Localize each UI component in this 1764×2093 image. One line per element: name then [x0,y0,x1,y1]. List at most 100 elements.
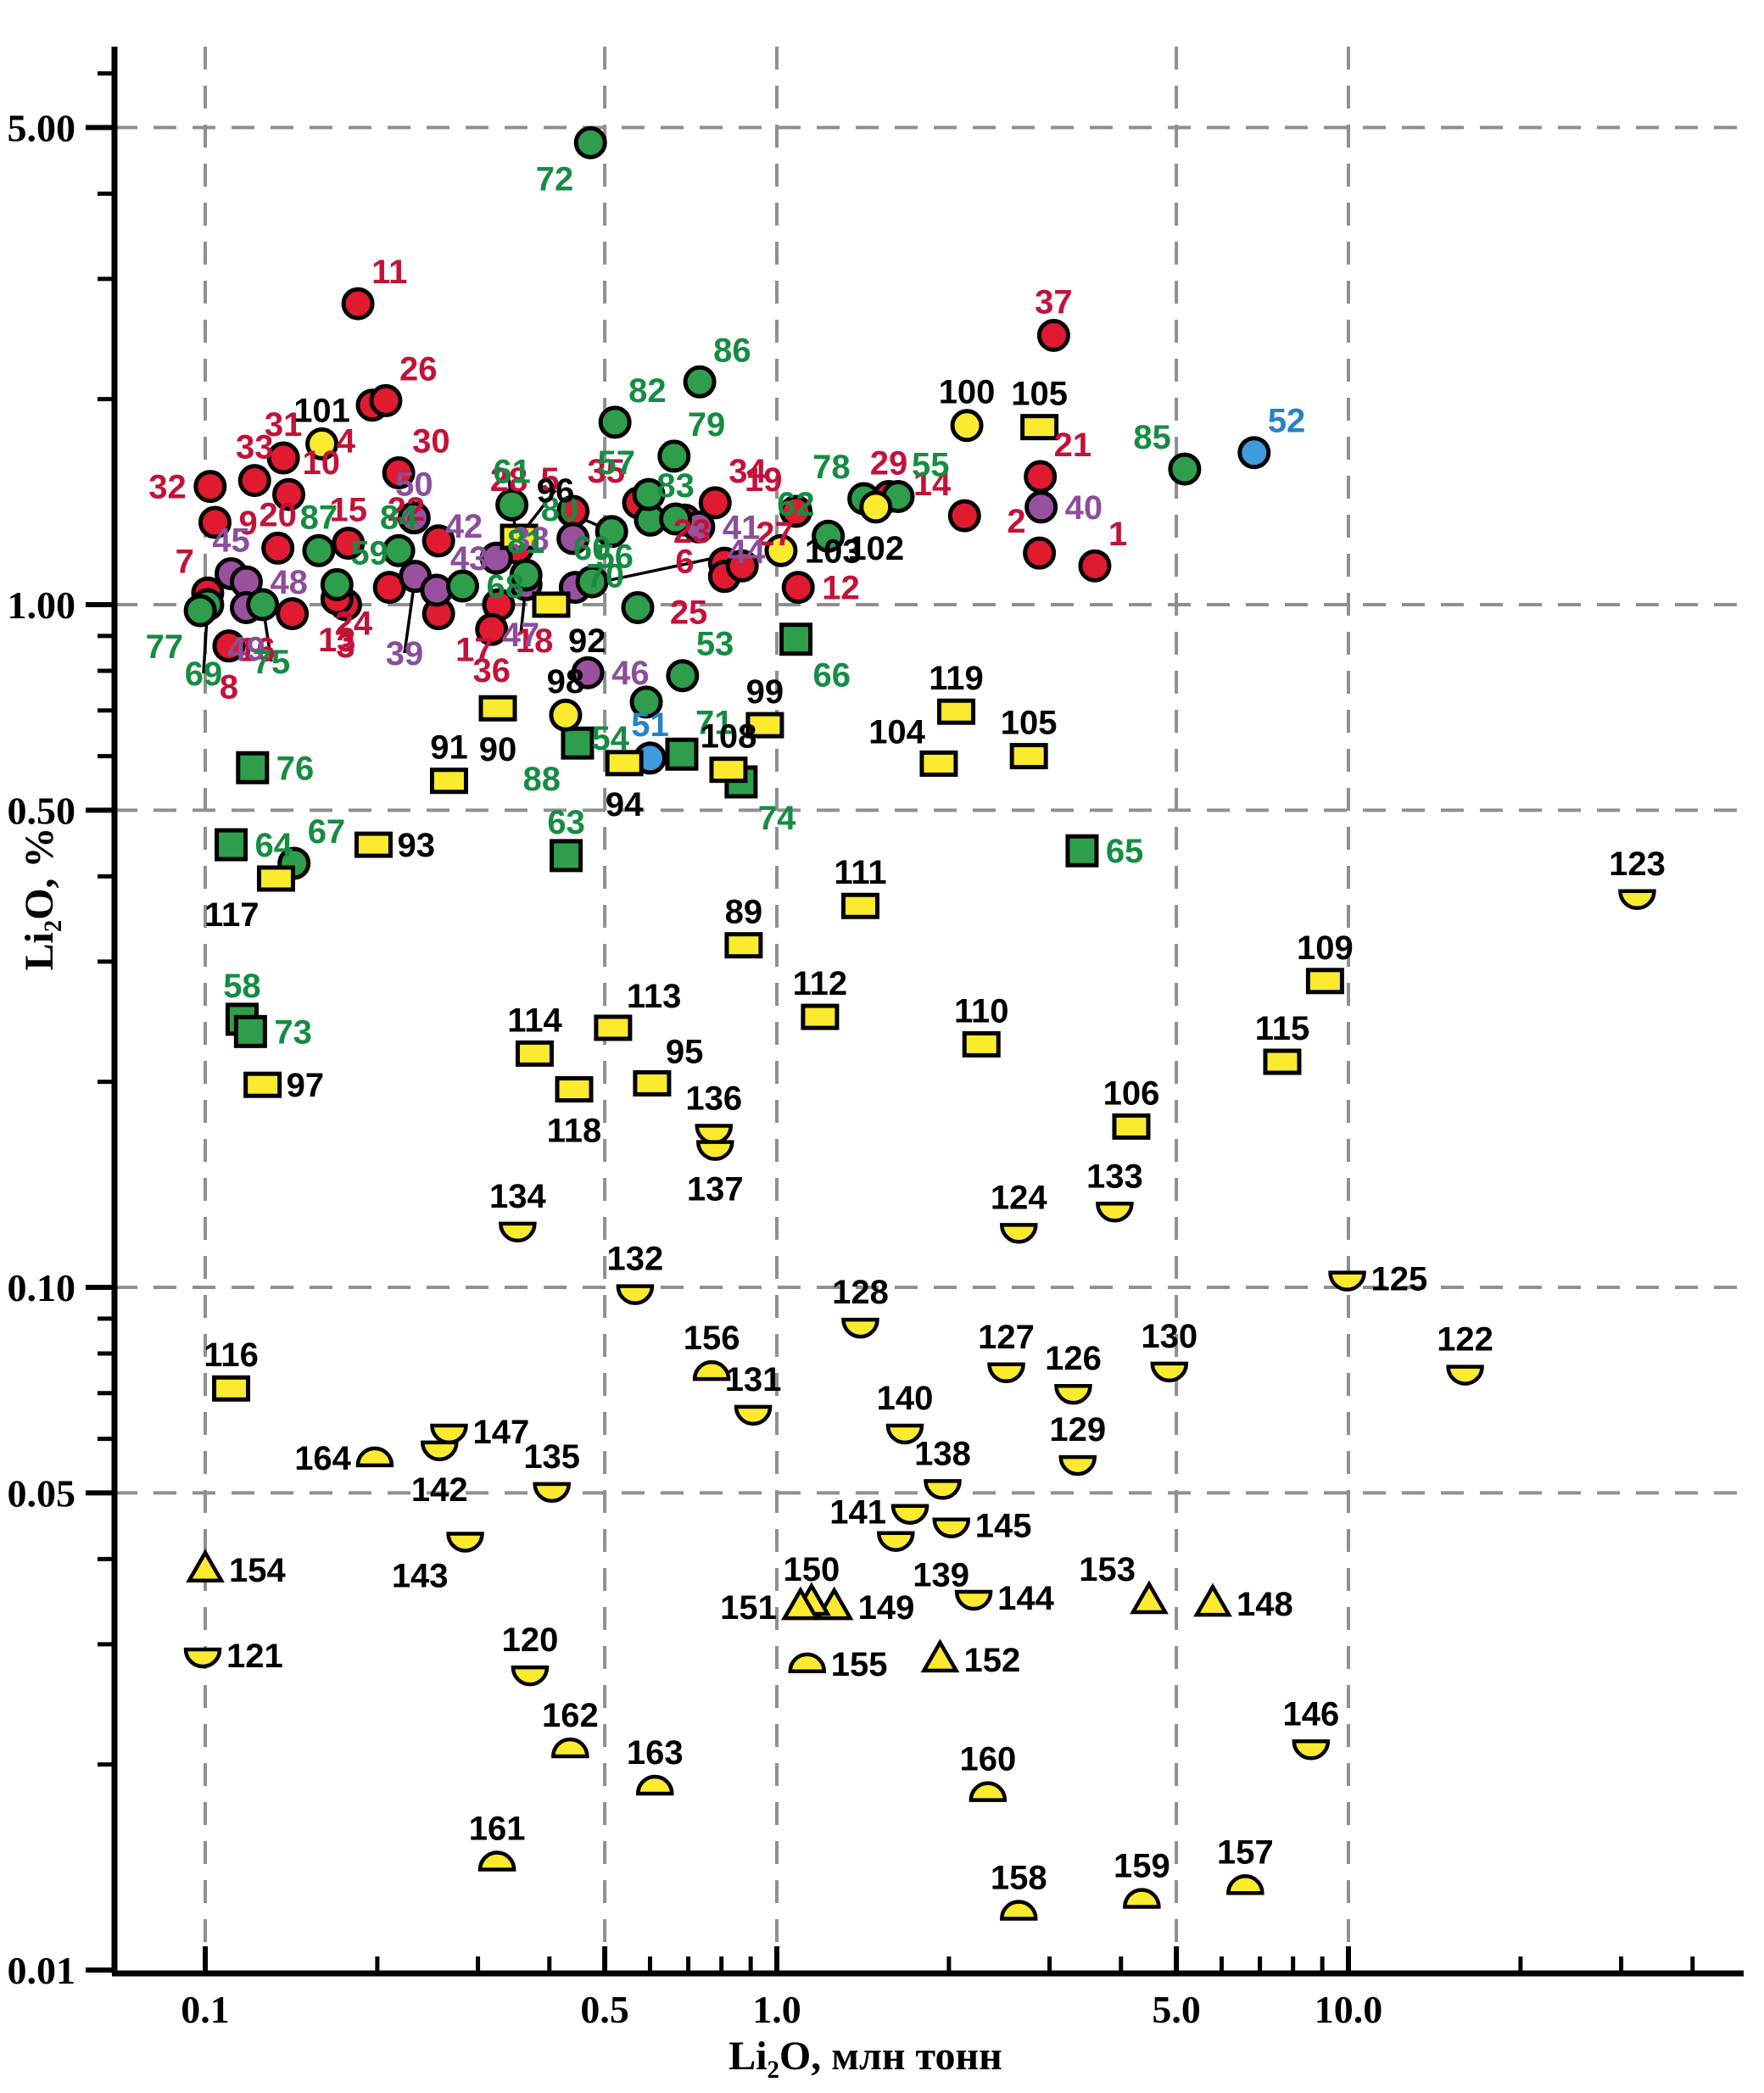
point-label-70: 70 [586,558,624,595]
yellow-triangle-deposit-marker [1193,1582,1232,1617]
red-circle-deposit-marker [198,505,232,539]
point-label-162: 162 [542,1697,599,1734]
point-label-99: 99 [746,673,784,711]
point-label-115: 115 [1255,1010,1310,1047]
point-label-28: 28 [490,461,528,499]
purple-circle-deposit-marker [479,541,513,575]
point-label-119: 119 [929,660,984,697]
point-label-89: 89 [725,894,763,931]
point-label-39: 39 [386,635,424,673]
green-circle-deposit-marker [595,515,628,549]
point-label-131: 131 [725,1361,782,1398]
yellow-square-deposit-marker [709,756,748,784]
y-tick-label: 0.50 [8,789,76,832]
point-label-44: 44 [728,533,766,571]
yellow-square-deposit-marker [919,750,958,777]
point-label-158: 158 [991,1859,1047,1896]
yellow-halfcircle-flat-bottom-deposit-marker [636,1774,674,1796]
yellow-square-deposit-marker [500,523,539,550]
yellow-halfcircle-flat-top-deposit-marker [890,1504,929,1525]
point-label-113: 113 [627,978,682,1015]
point-label-7: 7 [176,543,194,580]
point-label-68: 68 [486,568,524,606]
point-label-146: 146 [1282,1695,1339,1733]
point-label-67: 67 [308,813,346,851]
green-circle-deposit-marker [575,565,609,599]
point-label-49: 49 [227,631,265,668]
red-circle-deposit-marker [193,470,227,504]
point-label-61: 61 [493,453,531,490]
point-label-137: 137 [687,1171,744,1208]
green-square-deposit-marker [236,751,270,784]
point-label-92: 92 [568,622,606,660]
point-label-60: 60 [573,530,611,567]
red-circle-deposit-marker [332,527,366,561]
point-label-72: 72 [536,160,574,198]
green-circle-deposit-marker [320,567,354,601]
yellow-square-deposit-marker [1020,414,1059,441]
yellow-halfcircle-flat-top-deposit-marker [446,1532,484,1553]
point-label-73: 73 [274,1013,312,1051]
yellow-square-deposit-marker [745,712,784,739]
point-label-110: 110 [954,992,1009,1030]
yellow-halfcircle-flat-top-deposit-marker [183,1647,222,1669]
point-label-151: 151 [720,1589,777,1627]
point-label-85: 85 [1133,419,1171,456]
point-label-96: 96 [537,472,575,510]
point-label-38: 38 [511,521,550,558]
red-circle-deposit-marker [212,629,246,663]
data-points [183,126,1656,1921]
point-label-54: 54 [592,720,630,757]
point-label-74: 74 [758,800,796,837]
yellow-halfcircle-flat-bottom-deposit-marker [1123,1888,1161,1909]
point-label-164: 164 [294,1440,351,1477]
point-label-76: 76 [276,750,315,787]
point-label-81: 81 [507,523,545,561]
yellow-square-deposit-marker [1263,1048,1302,1075]
red-circle-deposit-marker [369,383,403,417]
yellow-halfcircle-flat-bottom-deposit-marker [551,1737,589,1759]
point-label-32: 32 [148,469,187,506]
point-label-153: 153 [1079,1551,1136,1588]
point-label-86: 86 [713,332,751,369]
axes: 0.1 0.5 1.0 5.0 10.0 5.00 1.00 0.50 0.10 0.05 0.01 [8,47,1744,2031]
y-axis-title: Li₂O, % [17,827,62,970]
yellow-halfcircle-flat-top-deposit-marker [954,1589,993,1611]
point-label-157: 157 [1217,1833,1274,1871]
yellow-triangle-deposit-marker [920,1638,960,1673]
point-label-94: 94 [606,786,644,823]
yellow-square-deposit-marker [633,1069,672,1097]
point-label-9: 9 [238,505,257,542]
yellow-triangle-deposit-marker [1130,1580,1169,1615]
point-label-34: 34 [728,453,767,490]
point-label-24: 24 [335,606,373,643]
green-circle-deposit-marker [302,533,336,567]
point-label-8: 8 [220,669,238,706]
point-label-120: 120 [502,1621,559,1659]
purple-circle-deposit-marker [571,656,605,689]
yellow-halfcircle-flat-top-deposit-marker [511,1665,550,1687]
point-label-139: 139 [913,1557,969,1594]
yellow-halfcircle-flat-top-deposit-marker [932,1517,971,1538]
point-label-12: 12 [822,570,860,607]
point-label-21: 21 [1054,427,1092,464]
yellow-halfcircle-flat-top-deposit-marker [616,1284,655,1305]
yellow-square-deposit-marker [801,1003,840,1030]
point-label-37: 37 [1035,283,1073,321]
yellow-circle-deposit-marker [859,490,893,524]
yellow-halfcircle-flat-top-deposit-marker [499,1221,537,1243]
yellow-square-deposit-marker [429,767,468,795]
yellow-halfcircle-flat-top-deposit-marker [1096,1202,1134,1223]
point-label-4: 4 [337,423,356,460]
green-circle-deposit-marker [621,591,655,625]
green-circle-deposit-marker [657,439,691,473]
red-circle-deposit-marker [947,499,981,533]
green-circle-deposit-marker [683,365,717,399]
point-label-150: 150 [784,1551,840,1588]
point-label-91: 91 [430,729,468,767]
yellow-halfcircle-flat-bottom-deposit-marker [1000,1900,1038,1921]
point-label-83: 83 [656,467,695,505]
point-label-104: 104 [868,713,925,751]
yellow-circle-deposit-marker [764,533,798,567]
